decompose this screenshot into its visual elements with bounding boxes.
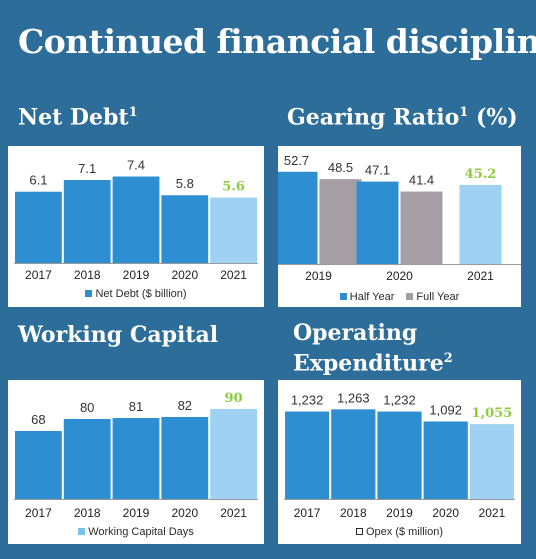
working-capital-legend: Working Capital Days: [8, 526, 264, 538]
data-label-2021: 5.6: [222, 180, 245, 195]
operating-expenditure-chart: 1,232 2017 1,263 2018 1,232 2019 1,092 2020 1,05…: [284, 390, 515, 520]
data-label-2018: 1,263: [337, 390, 370, 405]
x-tick-label-2020: 2020: [171, 268, 198, 282]
x-tick-label-2017: 2017: [25, 506, 52, 520]
bar-2020: [423, 421, 468, 499]
working-capital-title: Working Capital: [18, 322, 219, 348]
data-label-half-year-2020: 47.1: [365, 163, 390, 178]
bar-half-year-2020: [356, 181, 399, 264]
bar-2020: [161, 195, 209, 263]
bar-2018: [63, 419, 111, 499]
bar-2021: [210, 409, 257, 499]
bar-2018: [63, 180, 111, 263]
legend-label: Working Capital Days: [88, 526, 194, 538]
data-label-2019: 81: [129, 399, 143, 414]
data-label-2018: 80: [80, 400, 94, 415]
legend-swatch: [78, 528, 86, 535]
x-tick-label-2021: 2021: [479, 506, 506, 520]
x-tick-label-2018: 2018: [74, 506, 101, 520]
legend-swatch: [355, 528, 363, 535]
x-tick-label-2017: 2017: [294, 506, 321, 520]
x-tick-label-2021: 2021: [220, 506, 247, 520]
working-capital-chart-panel: 68 2017 80 2018 81 2019 82 2020 90 2021 Working C…: [8, 380, 264, 544]
bar-2020: [161, 417, 209, 499]
bar-2018: [331, 409, 376, 499]
data-label-2021: 1,055: [472, 406, 513, 421]
data-label-2018: 7.1: [78, 161, 96, 176]
x-tick-label-2018: 2018: [340, 506, 367, 520]
data-label-2019: 1,232: [383, 393, 416, 408]
x-tick-label-2019: 2019: [305, 269, 332, 283]
gearing-ratio-legend: Half Year Full Year: [278, 291, 521, 303]
legend-label: Opex ($ million): [365, 526, 444, 538]
x-tick-label-2017: 2017: [25, 268, 52, 282]
bar-2019: [377, 411, 422, 499]
net-debt-title: Net Debt1: [18, 104, 138, 131]
x-tick-label-2021: 2021: [467, 269, 494, 283]
data-label-2020: 1,092: [429, 402, 462, 417]
bar-full-year-2019: [319, 179, 362, 264]
data-label-full-year-2020: 41.4: [409, 173, 434, 188]
bar-2021: [469, 424, 514, 499]
x-tick-label-2020: 2020: [386, 269, 413, 283]
gearing-ratio-chart: 52.7 48.5 2019 47.1 41.4 2020 45.2 2021: [278, 153, 521, 283]
data-label-2017: 68: [31, 412, 45, 427]
legend-swatch: [85, 290, 93, 297]
bar-half-year-2021: [459, 184, 502, 264]
operating-expenditure-title: Operating Expenditure2: [293, 320, 453, 377]
bar-2021: [210, 197, 257, 263]
x-tick-label-2019: 2019: [123, 506, 150, 520]
legend-label: Half Year: [349, 291, 395, 303]
operating-expenditure-legend: Opex ($ million): [278, 526, 521, 538]
data-label-full-year-2019: 48.5: [328, 160, 353, 175]
data-label-half-year-2019: 52.7: [284, 153, 309, 168]
legend-label: Full Year: [416, 291, 460, 303]
data-label-2020: 82: [178, 398, 192, 413]
x-tick-label-2021: 2021: [220, 268, 247, 282]
data-label-half-year-2021: 45.2: [465, 167, 497, 182]
data-label-2020: 5.8: [176, 176, 194, 191]
net-debt-legend: Net Debt ($ billion): [8, 288, 264, 300]
gearing-ratio-chart-panel: 52.7 48.5 2019 47.1 41.4 2020 45.2 2021 Half Ye…: [278, 146, 521, 307]
bar-2019: [112, 418, 160, 499]
bar-2019: [112, 176, 160, 263]
gearing-ratio-title: Gearing Ratio1 (%): [287, 104, 518, 131]
x-tick-label-2019: 2019: [386, 506, 413, 520]
data-label-2017: 1,232: [291, 393, 324, 408]
page-title: Continued financial discipline: [18, 22, 536, 61]
x-tick-label-2020: 2020: [171, 506, 198, 520]
operating-expenditure-chart-panel: 1,232 2017 1,263 2018 1,232 2019 1,092 2020 1,05…: [278, 380, 521, 544]
bar-2017: [15, 431, 62, 499]
bar-2017: [15, 191, 62, 263]
x-tick-label-2020: 2020: [432, 506, 459, 520]
data-label-2019: 7.4: [127, 158, 145, 173]
data-label-2021: 90: [225, 391, 243, 406]
data-label-2017: 6.1: [29, 173, 47, 188]
net-debt-chart-panel: 6.1 2017 7.1 2018 7.4 2019 5.8 2020 5.6 2021 Net …: [8, 146, 264, 307]
x-tick-label-2019: 2019: [123, 268, 150, 282]
bar-full-year-2020: [400, 191, 443, 264]
legend-label: Net Debt ($ billion): [95, 288, 187, 300]
legend-swatch-full-year: [406, 293, 414, 300]
x-tick-label-2018: 2018: [74, 268, 101, 282]
working-capital-chart: 68 2017 80 2018 81 2019 82 2020 90 2021: [14, 391, 258, 520]
bar-2017: [285, 411, 330, 499]
legend-swatch-half-year: [339, 293, 347, 300]
bar-half-year-2019: [278, 171, 318, 264]
net-debt-chart: 6.1 2017 7.1 2018 7.4 2019 5.8 2020 5.6 2021: [14, 158, 258, 282]
